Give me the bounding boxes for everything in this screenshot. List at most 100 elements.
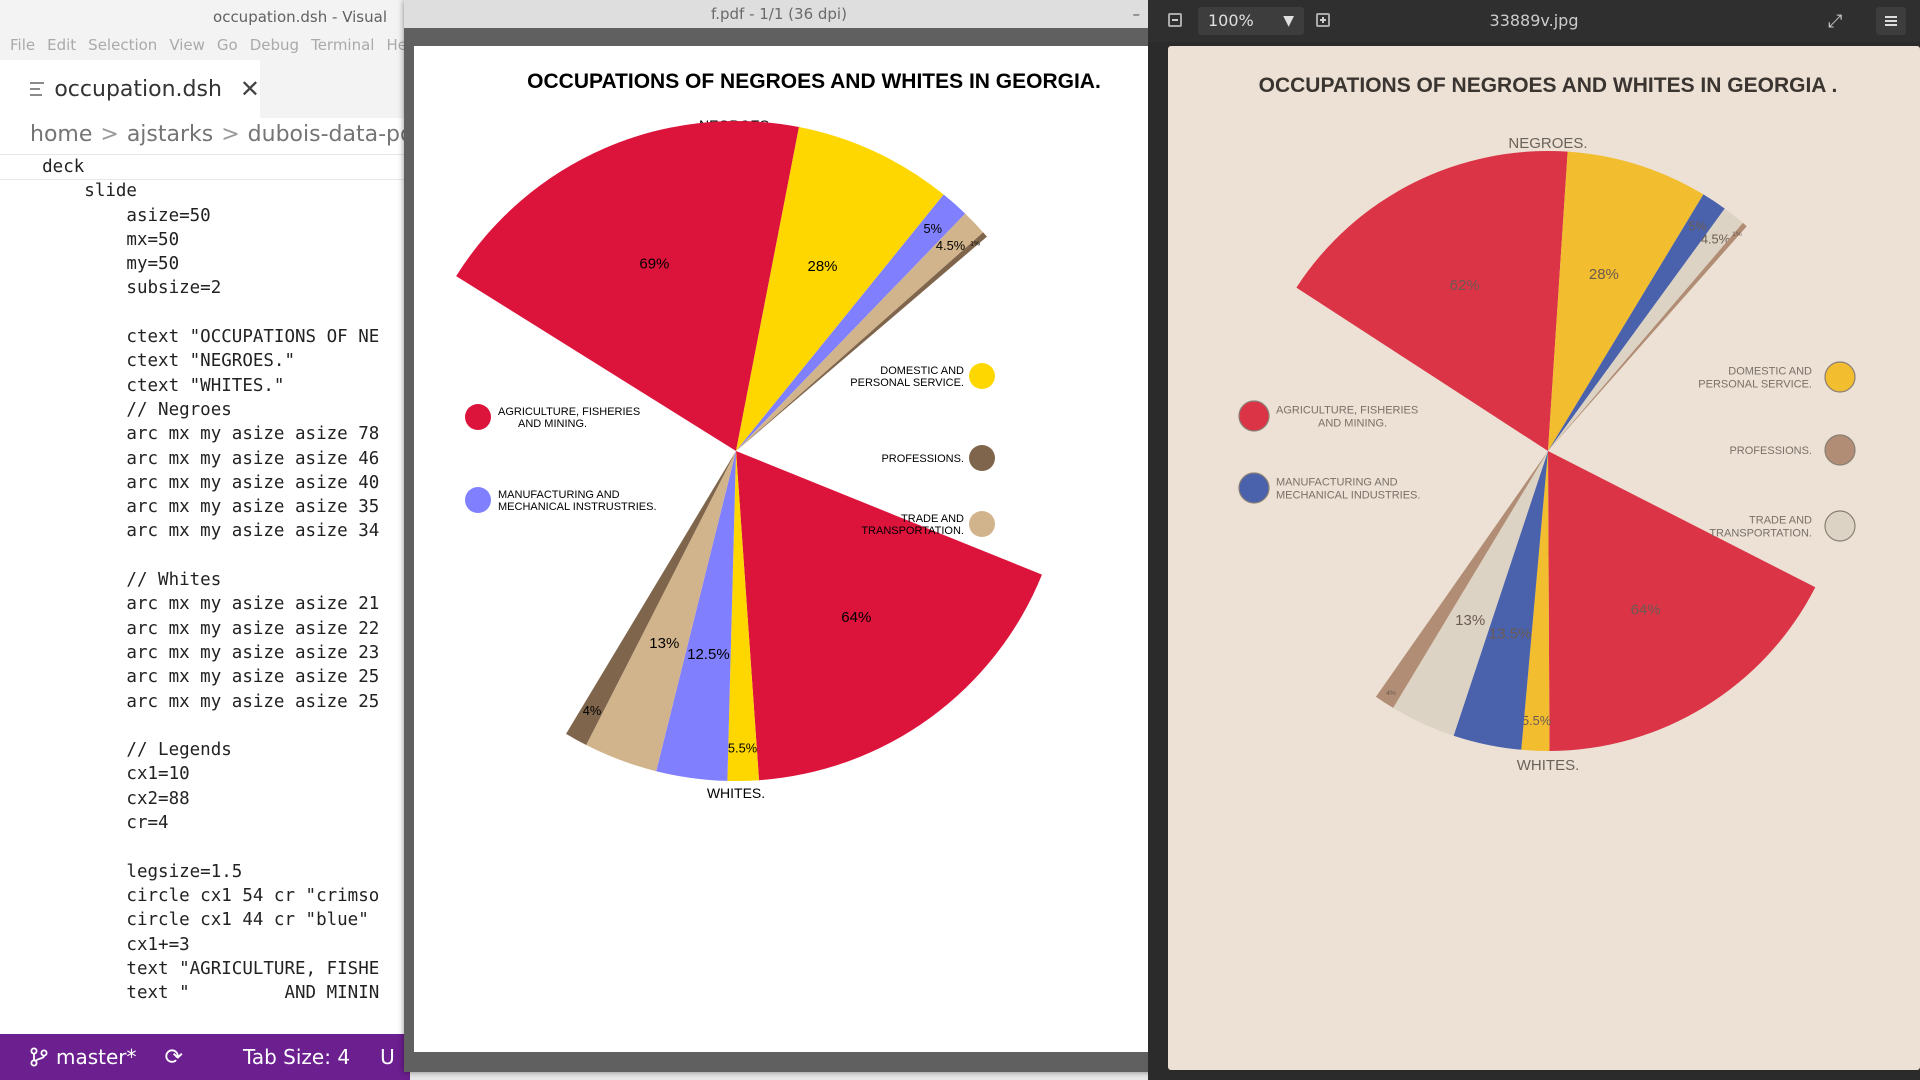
hamburger-menu-icon[interactable] (1876, 7, 1906, 35)
breadcrumb-home[interactable]: home (30, 122, 93, 147)
breadcrumb-folder[interactable]: dubois-data-portra (247, 122, 410, 147)
fullscreen-icon[interactable]: ⤢ (1828, 11, 1843, 32)
legend-label: PERSONAL SERVICE. (850, 377, 964, 389)
minimize-icon[interactable]: – (1132, 5, 1141, 23)
file-lines-icon (30, 82, 45, 96)
negroes-slice-professions (736, 232, 987, 451)
pdf-pie-chart: OCCUPATIONS OF NEGROES AND WHITES IN GEO… (456, 70, 1101, 801)
chart-title: OCCUPATIONS OF NEGROES AND WHITES IN GEO… (1259, 74, 1838, 97)
legend-label: AGRICULTURE, FISHERIES (1276, 404, 1418, 416)
whites-slice-domestic-and-personal-service (1521, 451, 1550, 752)
code-line: text " AND MININ (0, 983, 380, 1004)
legend-swatch-manufacturing-and-mechanical-instrustries (465, 487, 491, 513)
code-line: arc mx my asize asize 22 (0, 618, 380, 639)
slice-label: 4.5% (936, 238, 965, 253)
menu-selection[interactable]: Selection (88, 36, 158, 54)
slice-label: 69% (639, 256, 669, 273)
pdf-viewer-window: f.pdf - 1/1 (36 dpi) – OCCUPATIONS OF NE… (404, 0, 1154, 1072)
status-bar: master* ⟳ Tab Size: 4 U (0, 1034, 410, 1080)
whites-label: WHITES. (1517, 757, 1580, 774)
legend-label: MECHANICAL INSTRUSTRIES. (498, 501, 657, 513)
legend-label: PROFESSIONS. (1729, 445, 1812, 457)
slice-label: 28% (1589, 266, 1619, 283)
code-line: // Whites (0, 570, 222, 591)
sync-icon[interactable]: ⟳ (164, 1044, 183, 1070)
code-line (0, 544, 410, 568)
whites-slice-manufacturing-and-mechanical-industries (656, 451, 736, 781)
code-line: deck (0, 153, 410, 181)
legend-label: DOMESTIC AND (880, 365, 964, 377)
editor-menubar: File Edit Selection View Go Debug Termin… (0, 34, 410, 60)
legend-label: MANUFACTURING AND (498, 489, 620, 501)
branch-name: master* (56, 1045, 137, 1069)
code-line: text "AGRICULTURE, FISHE (0, 958, 380, 979)
legend-swatch-trade-and-transportation (969, 511, 995, 537)
chevron-right-icon: > (100, 122, 119, 147)
image-viewer-toolbar: 100% ▼ 33889v.jpg ⤢ (1148, 0, 1920, 42)
code-line: cr=4 (0, 813, 169, 834)
code-line: // Negroes (0, 399, 232, 420)
legend-swatch-professions (969, 445, 995, 471)
slice-label: 5.5% (1522, 713, 1551, 728)
code-line: arc mx my asize asize 25 (0, 667, 380, 688)
negroes-label: NEGROES. (1508, 135, 1587, 152)
encoding-indicator[interactable]: U (380, 1045, 395, 1069)
legend-swatch-agriculture-fisheries-and-mining (465, 404, 491, 430)
pdf-page: OCCUPATIONS OF NEGROES AND WHITES IN GEO… (414, 46, 1154, 1052)
slice-label: 13% (649, 635, 679, 652)
legend-swatch-manufacturing-and-mechanical-industries (1238, 472, 1270, 504)
pdf-title-text: f.pdf - 1/1 (36 dpi) (711, 5, 847, 23)
code-line: ctext "OCCUPATIONS OF NE (0, 327, 380, 348)
editor-title: occupation.dsh - Visual (0, 0, 410, 34)
menu-view[interactable]: View (169, 36, 205, 54)
legend-label: PROFESSIONS. (881, 453, 964, 465)
negroes-slice-manufacturing-and-mechanical-industries (736, 194, 966, 452)
zoom-level-select[interactable]: 100% ▼ (1198, 7, 1304, 35)
zoom-in-icon[interactable] (1316, 13, 1330, 27)
negroes-slice-manufacturing-and-mechanical-industries (1548, 194, 1725, 451)
legend-label: TRADE AND (901, 513, 964, 525)
close-icon[interactable]: ✕ (239, 75, 260, 103)
tab-size-indicator[interactable]: Tab Size: 4 (242, 1045, 351, 1069)
breadcrumb-ajstarks[interactable]: ajstarks (126, 122, 214, 147)
code-line: arc mx my asize asize 34 (0, 521, 380, 542)
code-line: subsize=2 (0, 278, 222, 299)
slice-label: 4.5% (1701, 232, 1730, 247)
whites-slice-agriculture-fisheries-and-mining (1548, 451, 1816, 751)
negroes-slice-professions (1548, 222, 1747, 451)
editor-tabstrip: occupation.dsh ✕ (0, 60, 410, 118)
legend-label: DOMESTIC AND (1728, 365, 1812, 377)
code-line: circle cx1 54 cr "crimso (0, 885, 380, 906)
negroes-slice-trade-and-transportation (1548, 208, 1743, 451)
editor-tab-occupation[interactable]: occupation.dsh ✕ (0, 60, 260, 118)
whites-slice-professions (1375, 451, 1548, 708)
legend-label: AND MINING. (1318, 417, 1387, 429)
legend-swatch-domestic-and-personal-service (1824, 361, 1856, 393)
menu-edit[interactable]: Edit (47, 36, 77, 54)
slice-label: 1% (1732, 231, 1742, 238)
legend-label: TRANSPORTATION. (861, 525, 964, 537)
image-viewer-window: 100% ▼ 33889v.jpg ⤢ OCCUPATIONS OF NEGRO… (1148, 0, 1920, 1080)
zoom-out-icon[interactable] (1168, 13, 1182, 27)
slice-label: 5% (1688, 219, 1707, 234)
menu-go[interactable]: Go (216, 36, 238, 54)
slice-label: 64% (1631, 602, 1661, 619)
git-branch-indicator[interactable]: master* (30, 1045, 137, 1069)
slice-label: 13% (1455, 612, 1485, 629)
whites-slice-manufacturing-and-mechanical-industries (1453, 451, 1548, 750)
code-line: ctext "WHITES." (0, 375, 285, 396)
whites-slice-trade-and-transportation (1393, 451, 1548, 736)
legend-label: AGRICULTURE, FISHERIES (498, 406, 640, 418)
legend-swatch-agriculture-fisheries-and-mining (1238, 400, 1270, 432)
code-line: // Legends (0, 740, 232, 761)
menu-debug[interactable]: Debug (249, 36, 300, 54)
code-line: arc mx my asize asize 25 (0, 691, 380, 712)
breadcrumb: home > ajstarks > dubois-data-portra (30, 122, 410, 147)
menu-file[interactable]: File (10, 36, 36, 54)
negroes-slice-agriculture-fisheries-and-mining (456, 120, 799, 452)
menu-terminal[interactable]: Terminal (311, 36, 375, 54)
code-line: slide (0, 181, 137, 202)
code-editor-window: occupation.dsh - Visual File Edit Select… (0, 0, 410, 1080)
code-text-area[interactable]: deck slide asize=50 mx=50 my=50 subsize=… (0, 153, 410, 1005)
whites-label: WHITES. (707, 785, 765, 801)
